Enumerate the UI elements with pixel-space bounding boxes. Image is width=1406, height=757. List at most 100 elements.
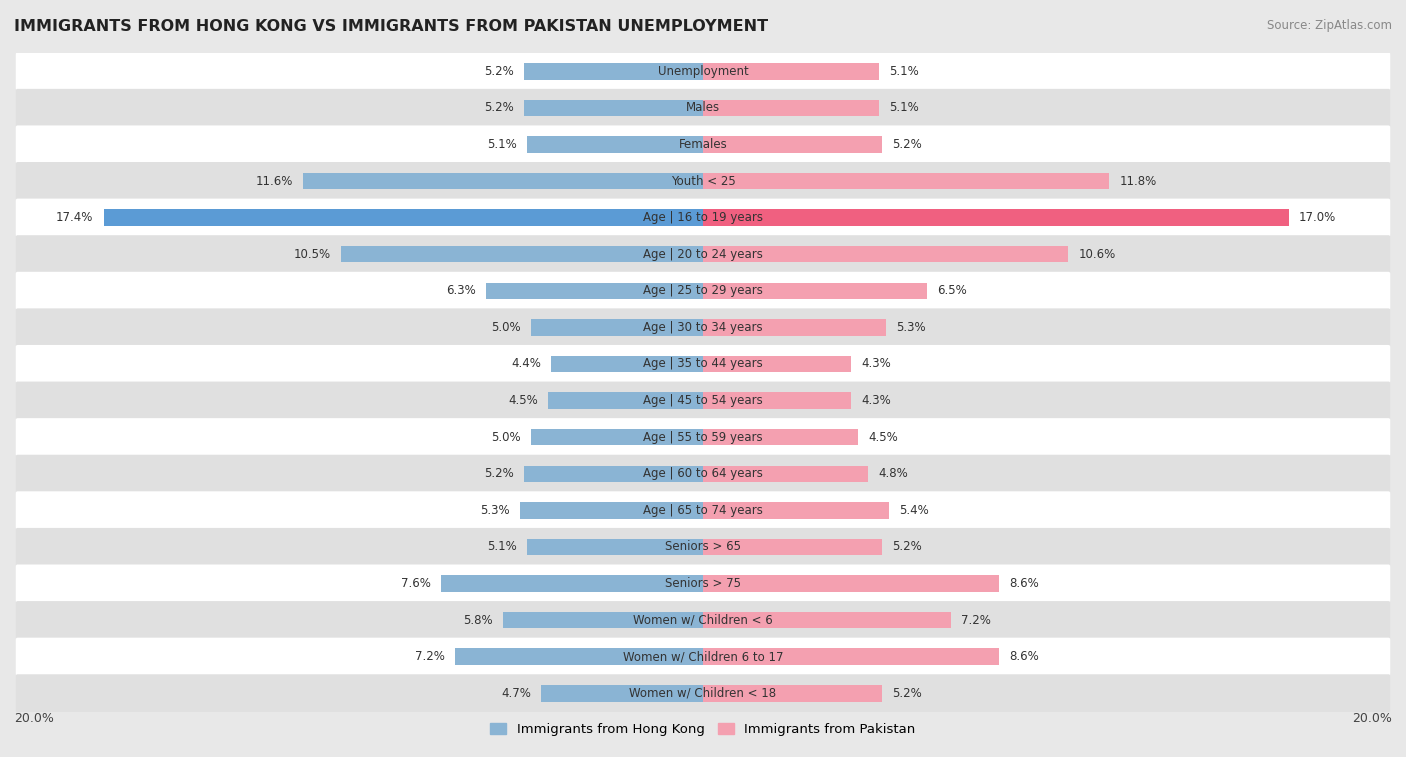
Text: Age | 60 to 64 years: Age | 60 to 64 years [643, 467, 763, 480]
Bar [524, 63, 703, 79]
Bar [703, 539, 882, 555]
Text: 10.6%: 10.6% [1078, 248, 1116, 260]
FancyBboxPatch shape [15, 308, 1391, 347]
Text: Age | 20 to 24 years: Age | 20 to 24 years [643, 248, 763, 260]
Text: Age | 45 to 54 years: Age | 45 to 54 years [643, 394, 763, 407]
Text: Females: Females [679, 138, 727, 151]
FancyBboxPatch shape [15, 491, 1391, 529]
Text: 4.3%: 4.3% [862, 357, 891, 370]
Text: 4.4%: 4.4% [512, 357, 541, 370]
Text: 5.3%: 5.3% [896, 321, 925, 334]
Text: 5.2%: 5.2% [484, 65, 513, 78]
Text: 8.6%: 8.6% [1010, 650, 1039, 663]
Text: 5.1%: 5.1% [889, 101, 918, 114]
Bar [441, 575, 703, 592]
Text: Seniors > 75: Seniors > 75 [665, 577, 741, 590]
Text: IMMIGRANTS FROM HONG KONG VS IMMIGRANTS FROM PAKISTAN UNEMPLOYMENT: IMMIGRANTS FROM HONG KONG VS IMMIGRANTS … [14, 19, 768, 34]
Text: 4.5%: 4.5% [508, 394, 537, 407]
Text: Age | 16 to 19 years: Age | 16 to 19 years [643, 211, 763, 224]
Text: 7.2%: 7.2% [962, 614, 991, 627]
FancyBboxPatch shape [15, 345, 1391, 383]
Bar [703, 356, 851, 372]
Bar [703, 100, 879, 116]
Bar [703, 319, 886, 335]
FancyBboxPatch shape [15, 382, 1391, 419]
Text: 5.4%: 5.4% [900, 504, 929, 517]
Bar [304, 173, 703, 189]
Text: Women w/ Children 6 to 17: Women w/ Children 6 to 17 [623, 650, 783, 663]
Bar [703, 246, 1069, 263]
Text: 6.5%: 6.5% [938, 285, 967, 298]
FancyBboxPatch shape [15, 235, 1391, 273]
Text: 5.2%: 5.2% [893, 138, 922, 151]
FancyBboxPatch shape [15, 601, 1391, 639]
Text: 5.0%: 5.0% [491, 321, 520, 334]
Bar [520, 502, 703, 519]
Text: Women w/ Children < 6: Women w/ Children < 6 [633, 614, 773, 627]
Text: Males: Males [686, 101, 720, 114]
Text: 5.2%: 5.2% [484, 101, 513, 114]
Text: 5.0%: 5.0% [491, 431, 520, 444]
Bar [486, 282, 703, 299]
Text: Age | 55 to 59 years: Age | 55 to 59 years [643, 431, 763, 444]
Bar [531, 429, 703, 445]
Text: 5.1%: 5.1% [889, 65, 918, 78]
Text: 4.7%: 4.7% [501, 687, 531, 699]
FancyBboxPatch shape [15, 162, 1391, 200]
Text: 20.0%: 20.0% [14, 712, 53, 724]
FancyBboxPatch shape [15, 272, 1391, 310]
Bar [703, 429, 858, 445]
Bar [342, 246, 703, 263]
Bar [703, 649, 1000, 665]
Bar [703, 612, 950, 628]
Bar [531, 319, 703, 335]
Text: Youth < 25: Youth < 25 [671, 175, 735, 188]
Text: 7.6%: 7.6% [401, 577, 430, 590]
Text: 17.4%: 17.4% [56, 211, 93, 224]
Text: 5.2%: 5.2% [893, 540, 922, 553]
Text: 5.2%: 5.2% [893, 687, 922, 699]
Bar [703, 173, 1109, 189]
Text: 5.1%: 5.1% [488, 138, 517, 151]
Bar [548, 392, 703, 409]
FancyBboxPatch shape [15, 52, 1391, 90]
FancyBboxPatch shape [15, 418, 1391, 456]
Bar [524, 466, 703, 482]
Text: 17.0%: 17.0% [1299, 211, 1336, 224]
Text: Unemployment: Unemployment [658, 65, 748, 78]
Bar [527, 539, 703, 555]
Text: Age | 35 to 44 years: Age | 35 to 44 years [643, 357, 763, 370]
Text: Seniors > 65: Seniors > 65 [665, 540, 741, 553]
Text: Age | 30 to 34 years: Age | 30 to 34 years [643, 321, 763, 334]
Legend: Immigrants from Hong Kong, Immigrants from Pakistan: Immigrants from Hong Kong, Immigrants fr… [485, 718, 921, 741]
Bar [703, 575, 1000, 592]
Bar [524, 100, 703, 116]
FancyBboxPatch shape [15, 637, 1391, 676]
Text: 4.8%: 4.8% [879, 467, 908, 480]
Text: Age | 65 to 74 years: Age | 65 to 74 years [643, 504, 763, 517]
Bar [503, 612, 703, 628]
Text: 5.2%: 5.2% [484, 467, 513, 480]
Text: 11.6%: 11.6% [256, 175, 292, 188]
FancyBboxPatch shape [15, 198, 1391, 237]
Text: 6.3%: 6.3% [446, 285, 475, 298]
FancyBboxPatch shape [15, 455, 1391, 493]
FancyBboxPatch shape [15, 126, 1391, 164]
Text: Women w/ Children < 18: Women w/ Children < 18 [630, 687, 776, 699]
Bar [456, 649, 703, 665]
Text: 10.5%: 10.5% [294, 248, 330, 260]
Bar [703, 210, 1289, 226]
Bar [104, 210, 703, 226]
Bar [703, 63, 879, 79]
Bar [527, 136, 703, 153]
Bar [703, 502, 889, 519]
FancyBboxPatch shape [15, 89, 1391, 127]
Text: 5.3%: 5.3% [481, 504, 510, 517]
Bar [703, 392, 851, 409]
Text: 5.8%: 5.8% [463, 614, 494, 627]
Text: 7.2%: 7.2% [415, 650, 444, 663]
FancyBboxPatch shape [15, 565, 1391, 603]
Text: Source: ZipAtlas.com: Source: ZipAtlas.com [1267, 19, 1392, 32]
Text: 8.6%: 8.6% [1010, 577, 1039, 590]
FancyBboxPatch shape [15, 528, 1391, 566]
